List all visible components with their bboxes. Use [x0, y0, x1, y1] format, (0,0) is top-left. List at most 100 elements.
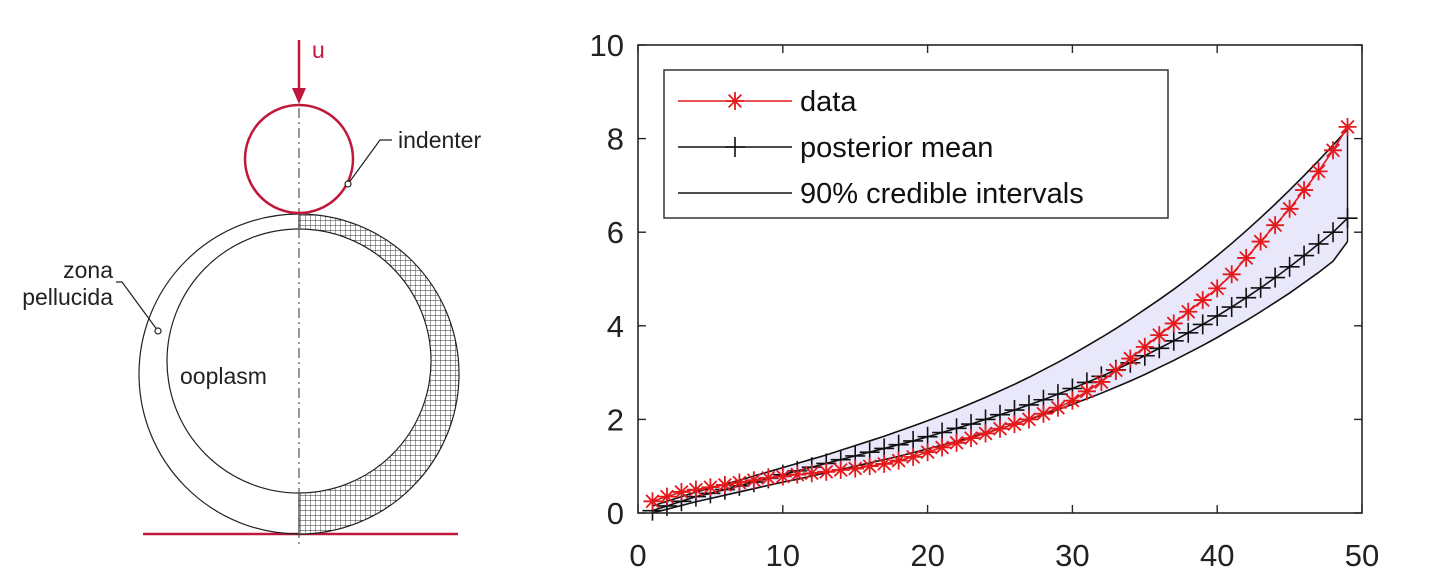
data-point: [933, 438, 952, 457]
data-point: [1092, 372, 1111, 391]
zona-label-line2: pellucida: [22, 284, 113, 310]
indenter-leader: [347, 139, 392, 185]
data-point: [1324, 141, 1343, 160]
chart: 0 10 20 30 40 50 0 2 4 6 8 10 data posterior mean 90%…: [590, 28, 1380, 573]
legend-label: data: [800, 86, 857, 118]
data-point: [1179, 302, 1198, 321]
x-tick-label: 50: [1345, 538, 1379, 573]
data-point: [904, 447, 923, 466]
indenter-label: indenter: [398, 127, 481, 153]
data-point: [976, 424, 995, 443]
zona-outline-left: [138, 213, 299, 535]
zona-leader-dot: [154, 327, 162, 335]
posterior-mean-point: [888, 434, 909, 455]
posterior-mean-point: [1323, 222, 1344, 243]
data-point: [1251, 232, 1270, 251]
x-tick-label: 10: [766, 538, 800, 573]
data-point: [1193, 291, 1212, 310]
y-tick-label: 0: [607, 496, 624, 531]
displacement-label: u: [312, 37, 325, 63]
x-tick-label: 30: [1055, 538, 1089, 573]
data-point: [1266, 216, 1285, 235]
posterior-mean-point: [1279, 256, 1300, 277]
data-point: [1309, 162, 1328, 181]
posterior-mean-point: [1236, 287, 1257, 308]
data-point: [889, 451, 908, 470]
posterior-mean-point: [1163, 330, 1184, 351]
data-point: [657, 487, 676, 506]
zona-label-line1: zona: [63, 257, 113, 283]
posterior-mean-point: [1250, 277, 1271, 298]
data-point: [1048, 398, 1067, 417]
ooplasm-label: ooplasm: [180, 363, 267, 389]
data-point: [788, 465, 807, 484]
posterior-mean-point: [1308, 233, 1329, 254]
x-tick-label: 0: [629, 538, 646, 573]
posterior-mean-point: [1178, 322, 1199, 343]
x-tick-label: 20: [910, 538, 944, 573]
data-point: [730, 473, 749, 492]
data-point: [744, 471, 763, 490]
indenter-sphere: [243, 103, 355, 215]
posterior-mean-point: [1207, 305, 1228, 326]
data-point: [686, 480, 705, 499]
x-tick-label: 40: [1200, 538, 1234, 573]
data-point: [1034, 404, 1053, 423]
data-point: [1005, 415, 1024, 434]
data-point: [672, 482, 691, 501]
legend-data-marker: [726, 92, 744, 110]
y-tick-label: 6: [607, 215, 624, 250]
legend-label: 90% credible intervals: [800, 178, 1084, 210]
data-point: [1280, 199, 1299, 218]
y-tick-label: 4: [607, 309, 624, 344]
data-point: [1106, 361, 1125, 380]
data-point: [701, 478, 720, 497]
posterior-mean-point: [1265, 267, 1286, 288]
data-point: [962, 429, 981, 448]
posterior-mean-point: [1221, 297, 1242, 318]
axes: 0 10 20 30 40 50 0 2 4 6 8 10: [590, 28, 1380, 573]
data-point: [1077, 382, 1096, 401]
data-point: [947, 433, 966, 452]
legend-label: posterior mean: [800, 132, 993, 164]
data-point: [1338, 117, 1357, 136]
legend: data posterior mean 90% credible intervals: [663, 69, 1169, 219]
plot-area: [642, 117, 1358, 521]
data-point: [991, 419, 1009, 438]
zona-mesh-right: [298, 213, 460, 535]
data-point: [643, 492, 662, 511]
data-point: [1222, 265, 1241, 284]
arrow-head: [292, 88, 306, 104]
data-point: [817, 462, 836, 481]
data-point: [846, 459, 865, 478]
data-point: [1150, 326, 1169, 345]
y-tick-label: 8: [607, 122, 624, 157]
posterior-mean-point: [903, 430, 924, 451]
posterior-mean-point: [1294, 245, 1315, 266]
data-point: [759, 468, 778, 487]
data-point: [918, 443, 937, 462]
zona-leader: [116, 281, 159, 332]
indentation-schematic: u indenter zona pellucida ooplasm: [22, 37, 481, 548]
data-point: [1164, 314, 1183, 333]
data-point: [1063, 391, 1082, 410]
posterior-mean-point: [1192, 314, 1213, 335]
axes-box: [637, 44, 1363, 514]
data-point: [831, 460, 850, 479]
data-point: [1019, 410, 1038, 429]
posterior-mean-point: [1337, 208, 1358, 229]
legend-mean-marker: [725, 137, 745, 157]
data-point: [802, 464, 821, 483]
data-point: [1208, 279, 1227, 298]
data-point: [773, 467, 792, 486]
data-point: [875, 454, 894, 473]
data-point: [860, 457, 879, 476]
data-point: [1237, 248, 1256, 267]
data-point: [1121, 349, 1140, 368]
indenter-leader-dot: [344, 180, 352, 188]
data-point: [1135, 337, 1154, 356]
data-point: [715, 475, 734, 494]
data-point: [1295, 181, 1314, 200]
y-tick-label: 2: [607, 402, 624, 437]
y-tick-label: 10: [590, 28, 624, 63]
